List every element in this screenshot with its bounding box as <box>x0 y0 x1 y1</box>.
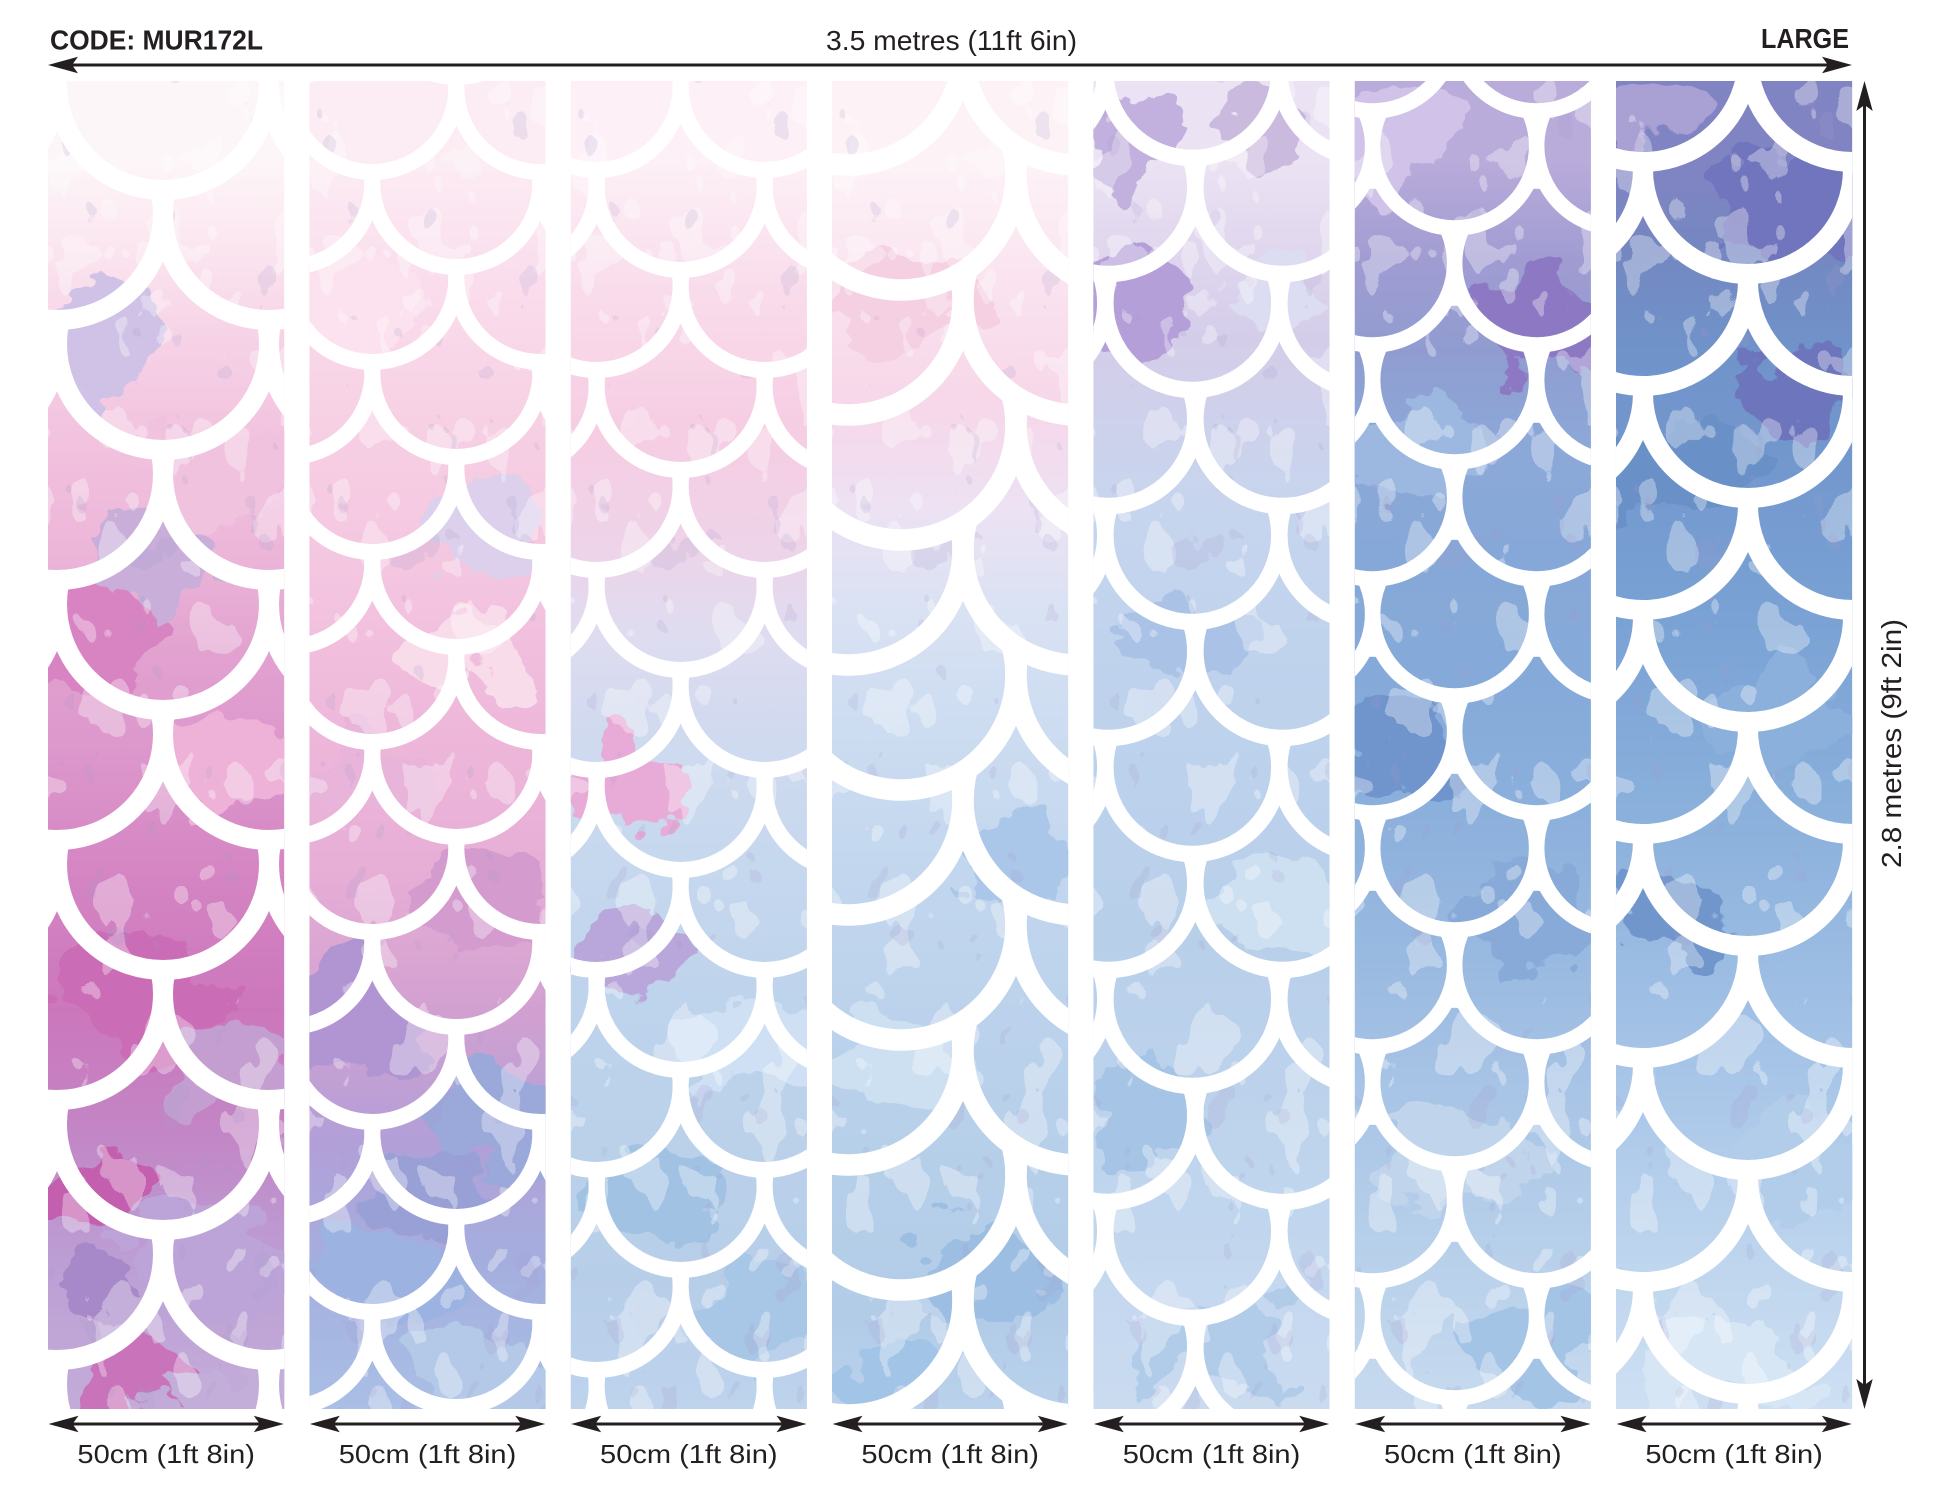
svg-text:3.5 metres (11ft 6in): 3.5 metres (11ft 6in) <box>826 25 1077 56</box>
svg-text:CODE: MUR172L: CODE: MUR172L <box>50 25 263 56</box>
svg-text:50cm (1ft 8in): 50cm (1ft 8in) <box>861 1439 1039 1469</box>
svg-text:LARGE: LARGE <box>1761 23 1849 54</box>
svg-text:50cm (1ft 8in): 50cm (1ft 8in) <box>1645 1439 1823 1469</box>
svg-text:50cm (1ft 8in): 50cm (1ft 8in) <box>1123 1439 1301 1469</box>
svg-text:50cm (1ft 8in): 50cm (1ft 8in) <box>339 1439 517 1469</box>
svg-text:2.8 metres (9ft 2in): 2.8 metres (9ft 2in) <box>1876 619 1907 868</box>
svg-text:50cm (1ft 8in): 50cm (1ft 8in) <box>1384 1439 1562 1469</box>
svg-text:50cm (1ft 8in): 50cm (1ft 8in) <box>77 1439 255 1469</box>
svg-text:50cm (1ft 8in): 50cm (1ft 8in) <box>600 1439 778 1469</box>
